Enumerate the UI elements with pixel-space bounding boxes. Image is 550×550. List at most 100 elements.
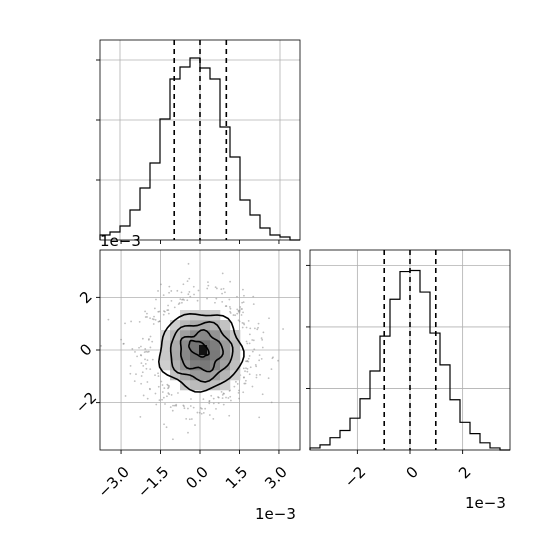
scatter-point [187, 431, 189, 434]
density-cell [160, 360, 171, 371]
scatter-point [183, 299, 185, 301]
density-contour [169, 320, 234, 383]
scatter-point [155, 403, 158, 406]
histogram-y-x-tick-label: 2 [455, 463, 474, 482]
density-cell [180, 320, 191, 331]
scatter-point [138, 320, 141, 323]
scatter-point [161, 398, 163, 401]
scatter-point [261, 346, 264, 349]
scatter-point [183, 407, 186, 410]
scatter-point [120, 338, 122, 341]
scatter-point [238, 397, 240, 400]
scatter-point [202, 411, 205, 414]
scatter-point [243, 376, 245, 379]
density-cell [190, 310, 201, 321]
scatter-point [248, 355, 251, 357]
scatter-point [221, 272, 224, 275]
scatter-point [251, 385, 254, 388]
scatter-point [236, 295, 238, 298]
scatter-point [169, 406, 172, 409]
scatter-point [146, 397, 149, 400]
scatter-point [129, 372, 132, 375]
density-cell [170, 360, 181, 371]
scatter-point [170, 299, 173, 302]
scatter-point [228, 306, 231, 308]
scatter-point [180, 291, 183, 294]
scatter-point [253, 327, 256, 330]
scatter-point [146, 312, 148, 315]
scatter-point [251, 339, 254, 341]
scatter-point [215, 407, 217, 410]
scatter-point [133, 380, 136, 383]
scatter-point [184, 455, 186, 457]
histogram-y-panel: −2 0 2 1e−3 [306, 249, 511, 512]
scatter-point [146, 359, 149, 362]
scatter-point [248, 373, 251, 376]
scatter-point [246, 342, 249, 345]
scatter-point [100, 344, 102, 347]
scatter-point [160, 380, 163, 383]
density-cell [160, 330, 171, 341]
scatter-point [140, 362, 143, 365]
scatter-point [256, 328, 259, 331]
scatter-point [241, 326, 244, 329]
density-cell [210, 350, 221, 361]
scatter-point [246, 370, 249, 373]
scatter-point [144, 348, 147, 350]
scatter-point [234, 314, 237, 317]
scatter-point [225, 305, 228, 307]
scatter-point [158, 399, 161, 402]
scatter-point [271, 357, 274, 360]
scatter-point [186, 280, 189, 283]
density-cell [210, 380, 221, 391]
scatter-point [243, 382, 246, 385]
scatter-point [247, 357, 250, 360]
scatter-point [242, 311, 244, 314]
scatter-point [153, 307, 156, 310]
scatter-point [212, 417, 215, 420]
scatter-y-offset-label: 1e−3 [100, 232, 141, 250]
scatter-point [255, 365, 258, 368]
density-cell [210, 340, 221, 351]
scatter-point [245, 367, 247, 370]
scatter-point [243, 294, 245, 297]
scatter-point [179, 298, 182, 300]
scatter-point [236, 312, 239, 315]
scatter-point [188, 418, 191, 421]
scatter-point [241, 322, 244, 324]
scatter-point [190, 398, 192, 400]
scatter-x-tick-label: −1.5 [134, 463, 172, 501]
density-cell [190, 340, 201, 351]
scatter-point [196, 299, 199, 302]
scatter-point [149, 346, 152, 349]
scatter-point [122, 342, 125, 345]
scatter-point [268, 317, 270, 320]
scatter-point [258, 416, 261, 419]
scatter-point [153, 315, 155, 318]
scatter-point [168, 285, 171, 288]
density-cell [200, 360, 211, 371]
scatter-point [243, 323, 246, 326]
scatter-point [146, 316, 148, 318]
scatter-point [237, 319, 240, 322]
scatter-point [240, 314, 243, 316]
scatter-point [140, 375, 143, 377]
scatter-point [170, 290, 173, 292]
scatter-point [247, 319, 250, 322]
scatter-point [157, 372, 159, 375]
scatter-point [163, 387, 166, 390]
scatter-point [241, 301, 244, 304]
scatter-point [157, 320, 160, 323]
scatter-point [261, 393, 264, 396]
scatter-point [229, 395, 232, 398]
scatter-point [162, 313, 165, 316]
scatter-point [192, 406, 195, 409]
scatter-point [140, 345, 142, 348]
scatter-point [187, 293, 190, 296]
scatter-point [228, 414, 231, 417]
scatter-point [206, 287, 209, 290]
scatter-point [282, 328, 284, 330]
density-cell [180, 370, 191, 381]
scatter-point [255, 374, 258, 376]
density-cell [210, 330, 221, 341]
